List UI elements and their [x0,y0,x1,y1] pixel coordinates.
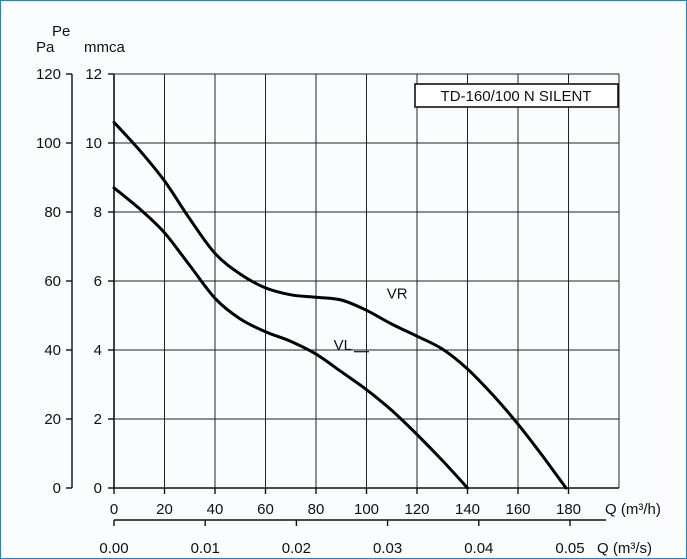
series-label-vl: VL [334,337,352,354]
m3h-tick-label: 40 [207,501,224,518]
m3s-tick-label: 0.02 [282,540,311,557]
mmca-tick-label: 8 [94,204,102,221]
y-axis-label-top: Pe [52,23,70,40]
m3h-tick-label: 140 [455,501,480,518]
m3h-tick-label: 20 [156,501,173,518]
m3h-tick-label: 60 [257,501,274,518]
pa-tick-label: 60 [44,273,61,290]
m3h-tick-label: 180 [556,501,581,518]
curve-vr [112,120,568,490]
model-label-box [414,83,619,108]
grid [114,73,620,488]
curve-vl [112,186,469,490]
mmca-tick-label: 0 [94,480,102,497]
m3s-tick-label: 0.03 [373,540,402,557]
pa-tick-label: 80 [44,204,61,221]
mmca-tick-label: 2 [94,411,102,428]
m3s-tick-label: 0.00 [99,540,128,557]
curves [112,120,568,490]
pa-tick-label: 120 [36,66,61,83]
mmca-tick-label: 4 [94,342,102,359]
m3h-tick-label: 120 [404,501,429,518]
mmca-tick-label: 10 [85,135,102,152]
m3s-tick-label: 0.01 [191,540,220,557]
mmca-tick-label: 12 [85,66,102,83]
series-label-vr: VR [387,285,408,302]
y-axis-label-pa: Pa [36,39,55,56]
y-axis-label-mmca: mmca [84,39,125,56]
m3h-tick-label: 0 [110,501,118,518]
m3h-tick-label: 80 [308,501,325,518]
m3h-tick-label: 160 [505,501,530,518]
pa-tick-label: 40 [44,342,61,359]
model-label: TD-160/100 N SILENT [441,88,592,105]
m3s-tick-label: 0.05 [555,540,584,557]
m3h-axis-label: Q (m³/h) [605,501,661,518]
pa-tick-label: 0 [53,480,61,497]
m3h-tick-label: 100 [354,501,379,518]
pa-tick-label: 100 [36,135,61,152]
axes [66,73,619,526]
mmca-tick-label: 6 [94,273,102,290]
m3s-axis-label: Q (m³/s) [597,540,652,557]
pa-tick-label: 20 [44,411,61,428]
m3s-tick-label: 0.04 [464,540,493,557]
